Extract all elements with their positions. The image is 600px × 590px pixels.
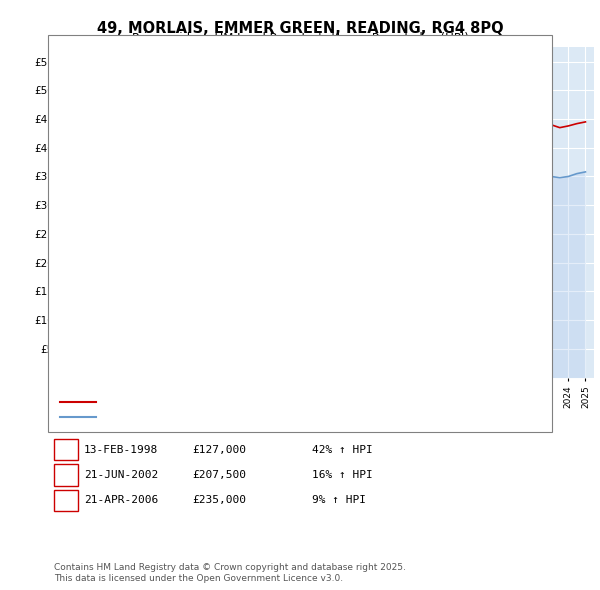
Text: Contains HM Land Registry data © Crown copyright and database right 2025.
This d: Contains HM Land Registry data © Crown c… <box>54 563 406 583</box>
Text: 2: 2 <box>196 80 203 90</box>
Text: Price paid vs. HM Land Registry's House Price Index (HPI): Price paid vs. HM Land Registry's House … <box>131 32 469 45</box>
Text: 2: 2 <box>62 470 70 480</box>
Text: £207,500: £207,500 <box>192 470 246 480</box>
Text: 49, MORLAIS, EMMER GREEN, READING, RG4 8PQ: 49, MORLAIS, EMMER GREEN, READING, RG4 8… <box>97 21 503 35</box>
Text: 3: 3 <box>62 496 70 505</box>
Text: 21-JUN-2002: 21-JUN-2002 <box>84 470 158 480</box>
Text: 16% ↑ HPI: 16% ↑ HPI <box>312 470 373 480</box>
Text: 1: 1 <box>122 80 129 90</box>
Text: £127,000: £127,000 <box>192 445 246 454</box>
Text: 21-APR-2006: 21-APR-2006 <box>84 496 158 505</box>
Text: HPI: Average price, semi-detached house, Reading: HPI: Average price, semi-detached house,… <box>102 412 349 422</box>
Text: 1: 1 <box>62 445 70 454</box>
Text: 3: 3 <box>262 80 269 90</box>
Text: 13-FEB-1998: 13-FEB-1998 <box>84 445 158 454</box>
Text: £235,000: £235,000 <box>192 496 246 505</box>
Text: 49, MORLAIS, EMMER GREEN, READING, RG4 8PQ (semi-detached house): 49, MORLAIS, EMMER GREEN, READING, RG4 8… <box>102 398 461 407</box>
Text: 9% ↑ HPI: 9% ↑ HPI <box>312 496 366 505</box>
Text: 42% ↑ HPI: 42% ↑ HPI <box>312 445 373 454</box>
